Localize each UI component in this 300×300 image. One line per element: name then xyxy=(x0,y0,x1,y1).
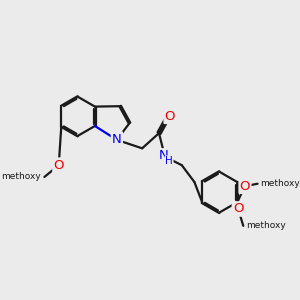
Text: O: O xyxy=(53,159,64,172)
Text: H: H xyxy=(165,156,173,166)
Text: methoxy: methoxy xyxy=(1,172,41,182)
Text: O: O xyxy=(165,110,175,123)
Text: N: N xyxy=(112,133,122,146)
Text: methoxy: methoxy xyxy=(246,221,286,230)
Text: N: N xyxy=(158,149,168,162)
Text: O: O xyxy=(233,202,244,215)
Text: O: O xyxy=(240,180,250,193)
Text: methoxy: methoxy xyxy=(260,179,300,188)
